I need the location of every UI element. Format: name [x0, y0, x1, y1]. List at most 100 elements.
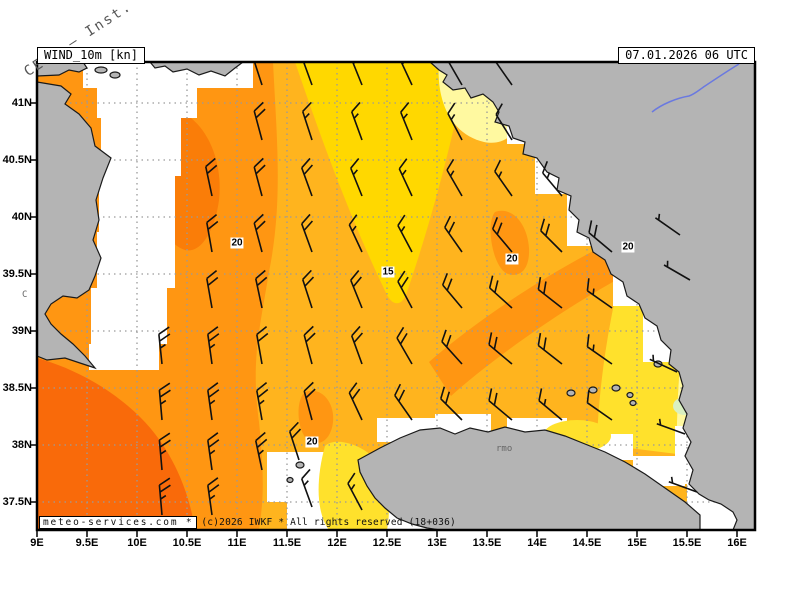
- x-axis-label: 15E: [627, 537, 647, 549]
- wind-barb: [540, 218, 563, 253]
- wind-barb: [494, 62, 513, 86]
- wind-barb: [301, 269, 315, 309]
- wind-barb: [288, 421, 302, 461]
- y-axis-label: 37.5N: [2, 496, 32, 508]
- y-axis-label: 39N: [11, 325, 32, 337]
- map-title: WIND_10m [kn]: [37, 47, 145, 64]
- city-label: C: [22, 290, 28, 300]
- credit-rights: (c)2026 IWKF * All rights reserved (18+0…: [201, 517, 456, 528]
- x-axis-label: 11E: [227, 537, 247, 549]
- wind-barb: [444, 215, 463, 253]
- wind-barb: [206, 270, 219, 309]
- map-frame: [35, 60, 757, 532]
- island-aeolian: [566, 389, 576, 397]
- wind-barbs: [158, 62, 698, 516]
- island-egadi: [286, 476, 294, 484]
- wind-barb: [158, 477, 171, 516]
- wind-barb: [348, 382, 363, 421]
- x-axis-label: 11.5E: [272, 537, 302, 549]
- x-axis-label: 14.5E: [572, 537, 602, 549]
- wind-barb: [350, 325, 364, 365]
- wind-barb: [207, 326, 220, 365]
- wind-barb: [537, 277, 563, 309]
- wind-barb: [206, 214, 219, 253]
- wind-barb: [446, 62, 463, 86]
- wind-barb: [668, 476, 698, 493]
- x-axis-label: 10.5E: [172, 537, 202, 549]
- wind-barb: [586, 334, 613, 365]
- x-axis-label: 12.5E: [372, 537, 402, 549]
- wind-barb: [253, 157, 266, 197]
- island: [109, 71, 121, 79]
- y-axis-label: 40.5N: [2, 154, 32, 166]
- wind-barb: [654, 213, 681, 236]
- wind-barb: [350, 157, 363, 197]
- axis-ticks: [30, 102, 738, 537]
- wind-barb: [491, 217, 513, 253]
- x-axis-label: 9E: [30, 537, 44, 549]
- x-axis-label: 10E: [127, 537, 147, 549]
- x-axis-label: 13E: [427, 537, 447, 549]
- contour-label: 20: [305, 436, 319, 448]
- shade-deep-orange-southwest: [37, 358, 195, 530]
- island-egadi: [295, 461, 305, 469]
- wind-barb: [397, 214, 413, 253]
- wind-barb: [656, 418, 686, 435]
- wind-barb: [254, 431, 268, 471]
- wind-barb: [303, 381, 316, 421]
- wind-barb: [588, 220, 613, 253]
- wind-barb: [251, 62, 265, 86]
- island-aeolian: [611, 384, 621, 392]
- wind-barb: [537, 333, 563, 365]
- island-aeolian: [588, 386, 598, 394]
- wind-barb: [398, 158, 413, 197]
- map-inner: [37, 62, 755, 530]
- city-label: rmo: [496, 444, 513, 454]
- wind-barb: [158, 326, 171, 365]
- x-axis-label: 16E: [727, 537, 747, 549]
- y-axis-label: 38.5N: [2, 382, 32, 394]
- wind-barb: [256, 326, 269, 365]
- island-aeolian: [626, 391, 634, 399]
- land: [37, 62, 755, 530]
- x-axis-label: 14E: [527, 537, 547, 549]
- wind-barb: [158, 382, 171, 421]
- wind-barb: [300, 157, 314, 197]
- wind-barb: [446, 158, 463, 197]
- wind-barb: [301, 101, 313, 141]
- wind-barb: [400, 101, 413, 141]
- wind-barb: [586, 278, 613, 309]
- wind-barb: [538, 388, 563, 421]
- river: [651, 63, 740, 113]
- wind-barb: [348, 214, 363, 253]
- y-axis-label: 41N: [11, 97, 32, 109]
- wind-barb: [158, 432, 171, 471]
- contour-label: 20: [621, 241, 635, 253]
- wind-barb: [254, 269, 268, 309]
- contour-label: 20: [230, 237, 244, 249]
- credit-site: meteo-services.com *: [39, 516, 198, 529]
- wind-barb: [440, 386, 463, 421]
- wind-barb: [253, 101, 266, 141]
- wind-barb: [204, 157, 218, 197]
- wind-barb: [347, 472, 363, 511]
- land-sardinia: [37, 81, 112, 370]
- x-axis-label: 9.5E: [75, 537, 99, 549]
- wind-barb: [649, 354, 678, 373]
- wind-barb: [447, 102, 463, 141]
- island: [94, 66, 108, 74]
- credit-line: meteo-services.com * (c)2026 IWKF * All r…: [39, 516, 456, 529]
- land-italy: [429, 62, 755, 530]
- y-axis-label: 38N: [11, 439, 32, 451]
- shade-yellow-top-center: [295, 62, 468, 304]
- wind-barb: [300, 213, 314, 253]
- contour-label: 15: [381, 266, 395, 278]
- wind-barb: [488, 332, 513, 365]
- wind-barb: [488, 275, 513, 309]
- land-sicily: [357, 426, 701, 530]
- wind-barb: [441, 329, 463, 365]
- wind-barb: [488, 388, 513, 421]
- wind-barb: [495, 103, 513, 141]
